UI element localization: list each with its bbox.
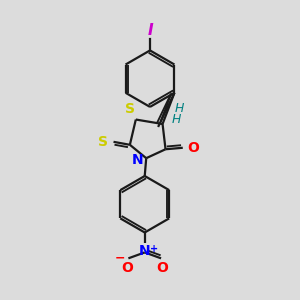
Text: H: H: [172, 113, 181, 126]
Text: S: S: [125, 102, 136, 116]
Text: −: −: [115, 252, 125, 265]
Text: O: O: [121, 261, 133, 275]
Text: H: H: [175, 102, 184, 115]
Text: N: N: [139, 244, 151, 258]
Text: O: O: [187, 141, 199, 155]
Text: +: +: [150, 244, 158, 254]
Text: I: I: [147, 23, 153, 38]
Text: O: O: [157, 261, 169, 275]
Text: S: S: [98, 135, 108, 149]
Text: N: N: [132, 153, 144, 167]
